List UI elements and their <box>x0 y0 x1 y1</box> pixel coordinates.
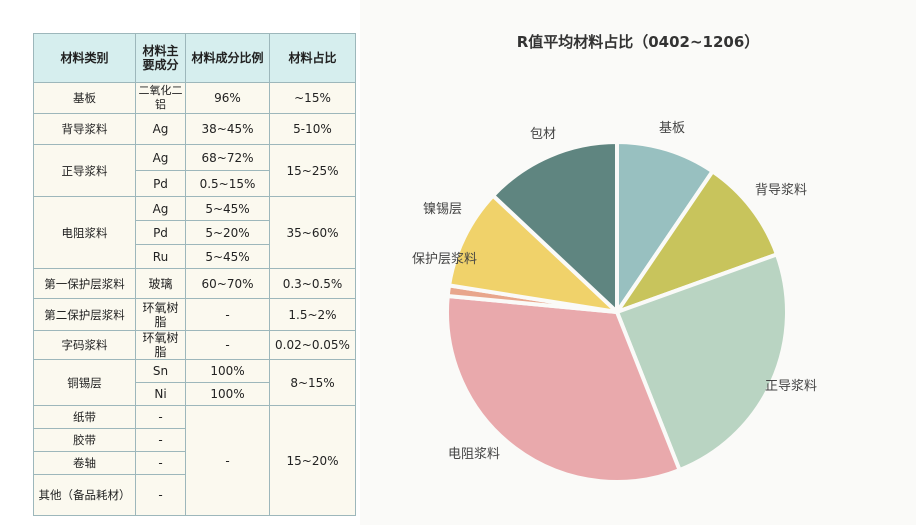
pie-slice <box>447 193 619 314</box>
component-cell: Ag <box>135 196 186 221</box>
table-row: 铜锡层 Sn 100% 8~15% <box>33 359 356 406</box>
category-cell: 字码浆料 <box>33 330 136 360</box>
table-row: 电阻浆料 Ag 5~45% 35~60% <box>33 196 356 269</box>
slice-label: 镍锡层 <box>423 202 462 217</box>
ratio-cell: 5~45% <box>185 244 270 269</box>
category-cell: 基板 <box>33 82 136 114</box>
ratio-cell: 60~70% <box>185 268 270 299</box>
ratio-cell: 100% <box>185 359 270 383</box>
category-cell: 正导浆料 <box>33 144 136 197</box>
table-row: 胶带 - <box>33 428 356 452</box>
share-cell: 1.5~2% <box>269 298 356 331</box>
category-cell: 第二保护层浆料 <box>33 298 136 331</box>
category-cell: 卷轴 <box>33 451 136 475</box>
share-cell: 8~15% <box>269 359 356 406</box>
slice-label: 正导浆料 <box>765 379 817 394</box>
slice-label: 包材 <box>530 127 556 142</box>
pie-chart-panel: R值平均材料占比（0402~1206） 基板背导浆料正导浆料电阻浆料 保护层浆料 镍… <box>360 0 916 525</box>
category-cell: 其他（备品耗材） <box>33 474 136 516</box>
slice-label: 基板 <box>659 121 685 136</box>
ratio-cell: 5~45% <box>185 196 270 221</box>
ratio-cell: 68~72% <box>185 144 270 171</box>
ratio-cell: - <box>185 330 270 360</box>
table-row: 背导浆料 Ag 38~45% 5-10% <box>33 113 356 145</box>
table-row: Pd 0.5~15% <box>34 170 356 197</box>
table-row: 基板 二氧化二铝 96% ~15% <box>33 82 356 114</box>
pie-slice <box>615 169 779 314</box>
share-cell: 5-10% <box>269 113 356 145</box>
share-cell: 35~60% <box>269 196 356 269</box>
ratio-cell: 0.5~15% <box>185 170 270 197</box>
component-cell: 二氧化二铝 <box>135 82 186 114</box>
header-ratio: 材料成分比例 <box>185 33 270 83</box>
component-cell: Ag <box>135 144 186 171</box>
table-row: Ru 5~45% <box>34 244 356 269</box>
ratio-cell: - <box>185 298 270 331</box>
component-cell: Ru <box>135 244 186 269</box>
table-row: Ni 100% <box>34 382 356 406</box>
category-cell: 第一保护层浆料 <box>33 268 136 299</box>
ratio-cell: - <box>185 405 270 516</box>
category-cell: 背导浆料 <box>33 113 136 145</box>
materials-table-container: 材料类别 材料主要成分 材料成分比例 材料占比 基板 二氧化二铝 96% ~15… <box>33 33 356 516</box>
component-cell: - <box>135 405 186 429</box>
share-cell: 0.3~0.5% <box>269 268 356 299</box>
category-cell: 电阻浆料 <box>33 196 136 269</box>
slice-label: 保护层浆料 <box>412 252 477 267</box>
component-cell: - <box>135 428 186 452</box>
ratio-cell: 96% <box>185 82 270 114</box>
category-cell: 铜锡层 <box>33 359 136 406</box>
component-cell: - <box>135 474 186 516</box>
slice-label: 背导浆料 <box>755 183 807 198</box>
table-row: 正导浆料 Ag 68~72% 15~25% <box>33 144 356 197</box>
pie-slice <box>491 140 619 314</box>
component-cell: 环氧树脂 <box>135 330 186 360</box>
table-row: 其他（备品耗材） - <box>33 474 356 516</box>
component-cell: Pd <box>135 170 186 197</box>
materials-table: 材料类别 材料主要成分 材料成分比例 材料占比 基板 二氧化二铝 96% ~15… <box>33 33 356 516</box>
header-components: 材料主要成分 <box>135 33 186 83</box>
component-cell: Sn <box>135 359 186 383</box>
table-row: Pd 5~20% <box>34 220 356 245</box>
share-cell: 15~25% <box>269 144 356 197</box>
table-row: 第二保护层浆料 环氧树脂 - 1.5~2% <box>33 298 356 331</box>
slice-label: 电阻浆料 <box>448 447 500 462</box>
chart-title: R值平均材料占比（0402~1206） <box>516 33 760 51</box>
ratio-cell: 38~45% <box>185 113 270 145</box>
category-cell: 胶带 <box>33 428 136 452</box>
component-cell: Ag <box>135 113 186 145</box>
table-row: 第一保护层浆料 玻璃 60~70% 0.3~0.5% <box>33 268 356 299</box>
pie-slice <box>615 140 715 314</box>
share-cell: ~15% <box>269 82 356 114</box>
component-cell: - <box>135 451 186 475</box>
pie-slice <box>445 294 682 484</box>
component-cell: 环氧树脂 <box>135 298 186 331</box>
ratio-cell: 100% <box>185 382 270 406</box>
share-cell: 15~20% <box>269 405 356 516</box>
header-share: 材料占比 <box>269 33 356 83</box>
table-row: 纸带 - - 15~20% <box>33 405 356 516</box>
ratio-cell: 5~20% <box>185 220 270 245</box>
share-cell: 0.02~0.05% <box>269 330 356 360</box>
component-cell: 玻璃 <box>135 268 186 299</box>
table-row: 字码浆料 环氧树脂 - 0.02~0.05% <box>33 330 356 360</box>
header-category: 材料类别 <box>33 33 136 83</box>
category-cell: 纸带 <box>33 405 136 429</box>
table-header-row: 材料类别 材料主要成分 材料成分比例 材料占比 <box>33 33 356 83</box>
component-cell: Ni <box>135 382 186 406</box>
component-cell: Pd <box>135 220 186 245</box>
